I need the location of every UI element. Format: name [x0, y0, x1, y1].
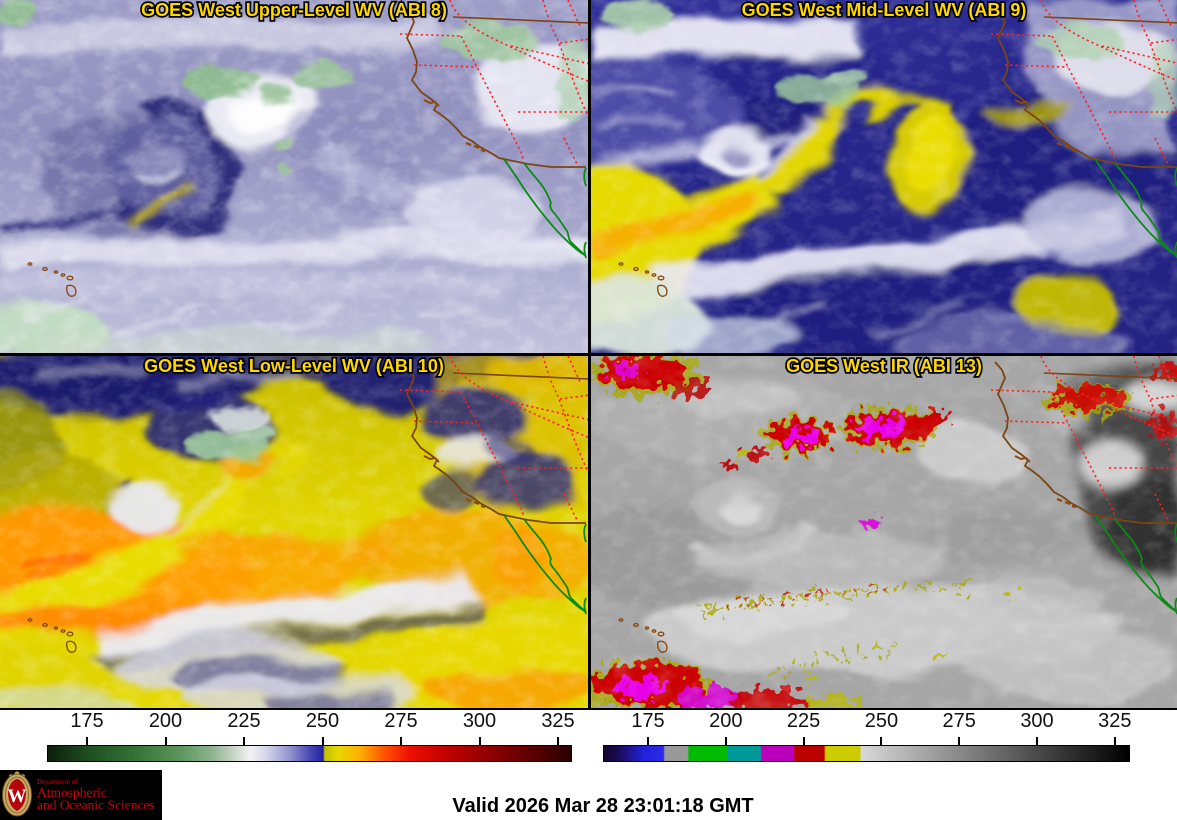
- svg-text:Atmospheric: Atmospheric: [37, 785, 107, 800]
- svg-text:and Oceanic Sciences: and Oceanic Sciences: [37, 798, 155, 813]
- svg-text:GOES West IR (ABI 13): GOES West IR (ABI 13): [786, 356, 982, 376]
- svg-text:W: W: [8, 786, 27, 807]
- svg-text:GOES West Upper-Level WV (ABI: GOES West Upper-Level WV (ABI 8): [141, 0, 447, 20]
- svg-text:Department of: Department of: [37, 778, 78, 786]
- svg-text:GOES West Low-Level WV (ABI 10: GOES West Low-Level WV (ABI 10): [144, 356, 444, 376]
- svg-text:GOES West Mid-Level WV (ABI 9): GOES West Mid-Level WV (ABI 9): [742, 0, 1027, 20]
